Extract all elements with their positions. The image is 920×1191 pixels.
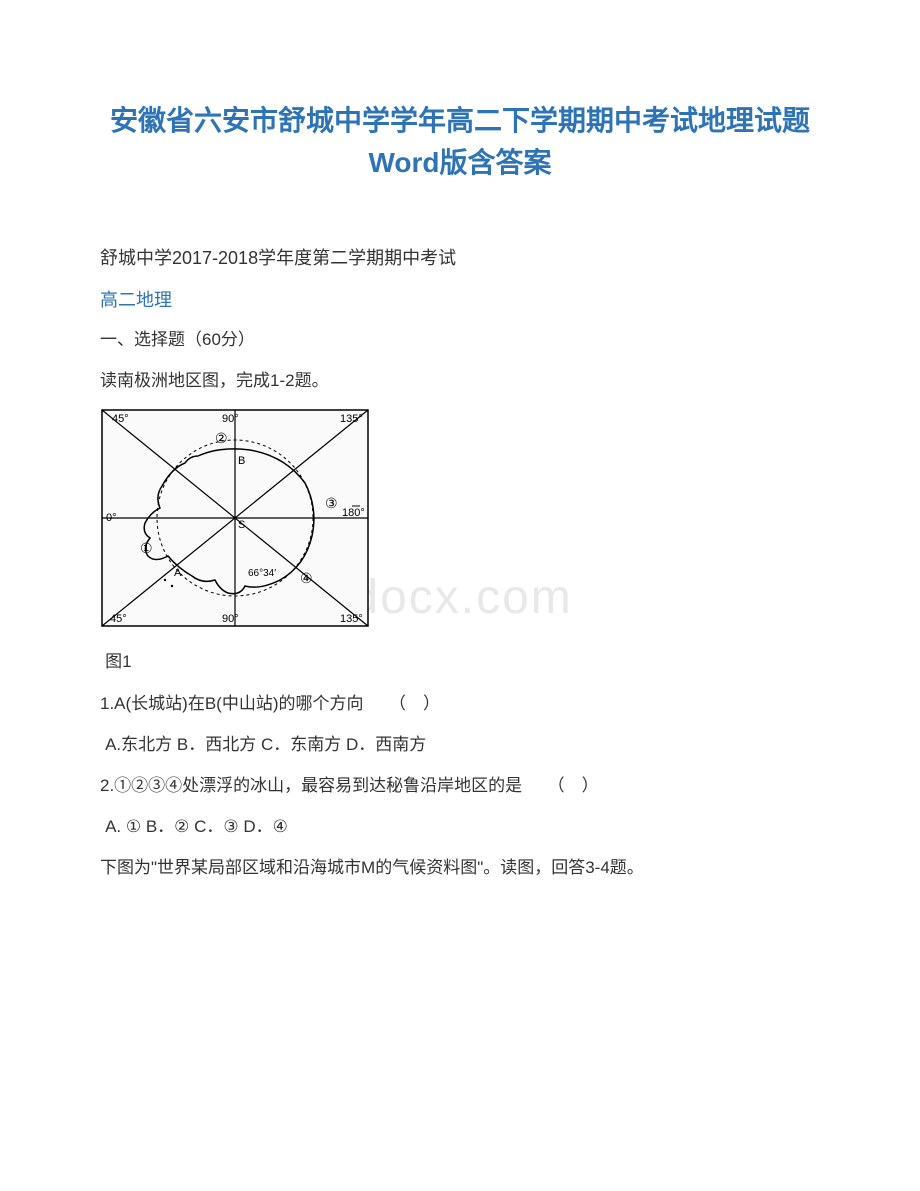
svg-text:③: ③ <box>325 495 338 511</box>
exam-subtitle: 舒城中学2017-2018学年度第二学期期中考试 <box>100 244 820 270</box>
section-one-label: 一、选择题（60分） <box>100 326 820 353</box>
svg-text:0°: 0° <box>106 512 117 524</box>
question-1: 1.A(长城站)在B(中山站)的哪个方向 （ ） <box>100 690 820 717</box>
svg-text:②: ② <box>215 430 228 446</box>
svg-text:66°34′: 66°34′ <box>248 568 276 579</box>
svg-text:S: S <box>238 519 245 531</box>
document-title: 安徽省六安市舒城中学学年高二下学期期中考试地理试题 Word版含答案 <box>100 100 820 184</box>
figure-1-label: 图1 <box>100 648 820 675</box>
antarctica-map: 45° 90° 135° 180° 135° 90° 45° 0° ① ② ③ … <box>100 408 820 628</box>
q1-2-intro: 读南极洲地区图，完成1-2题。 <box>100 367 820 394</box>
svg-text:180°: 180° <box>342 507 365 519</box>
svg-text:①: ① <box>140 540 153 556</box>
svg-text:135°: 135° <box>340 613 363 625</box>
svg-text:B: B <box>238 455 245 467</box>
document-content: 安徽省六安市舒城中学学年高二下学期期中考试地理试题 Word版含答案 舒城中学2… <box>100 100 820 882</box>
svg-text:45°: 45° <box>112 413 129 425</box>
svg-text:45°: 45° <box>110 613 127 625</box>
question-2-options: A. ① B．② C．③ D．④ <box>100 813 820 840</box>
svg-text:A: A <box>174 567 182 579</box>
svg-text:90°: 90° <box>222 413 239 425</box>
subject-header: 高二地理 <box>100 286 820 312</box>
question-2: 2.①②③④处漂浮的冰山，最容易到达秘鲁沿岸地区的是 （ ） <box>100 772 820 799</box>
svg-text:90°: 90° <box>222 613 239 625</box>
svg-text:④: ④ <box>300 570 313 586</box>
question-1-options: A.东北方 B．西北方 C．东南方 D．西南方 <box>100 731 820 758</box>
svg-text:135°: 135° <box>340 413 363 425</box>
q3-4-intro: 下图为"世界某局部区域和沿海城市M的气候资料图"。读图，回答3-4题。 <box>100 854 820 881</box>
